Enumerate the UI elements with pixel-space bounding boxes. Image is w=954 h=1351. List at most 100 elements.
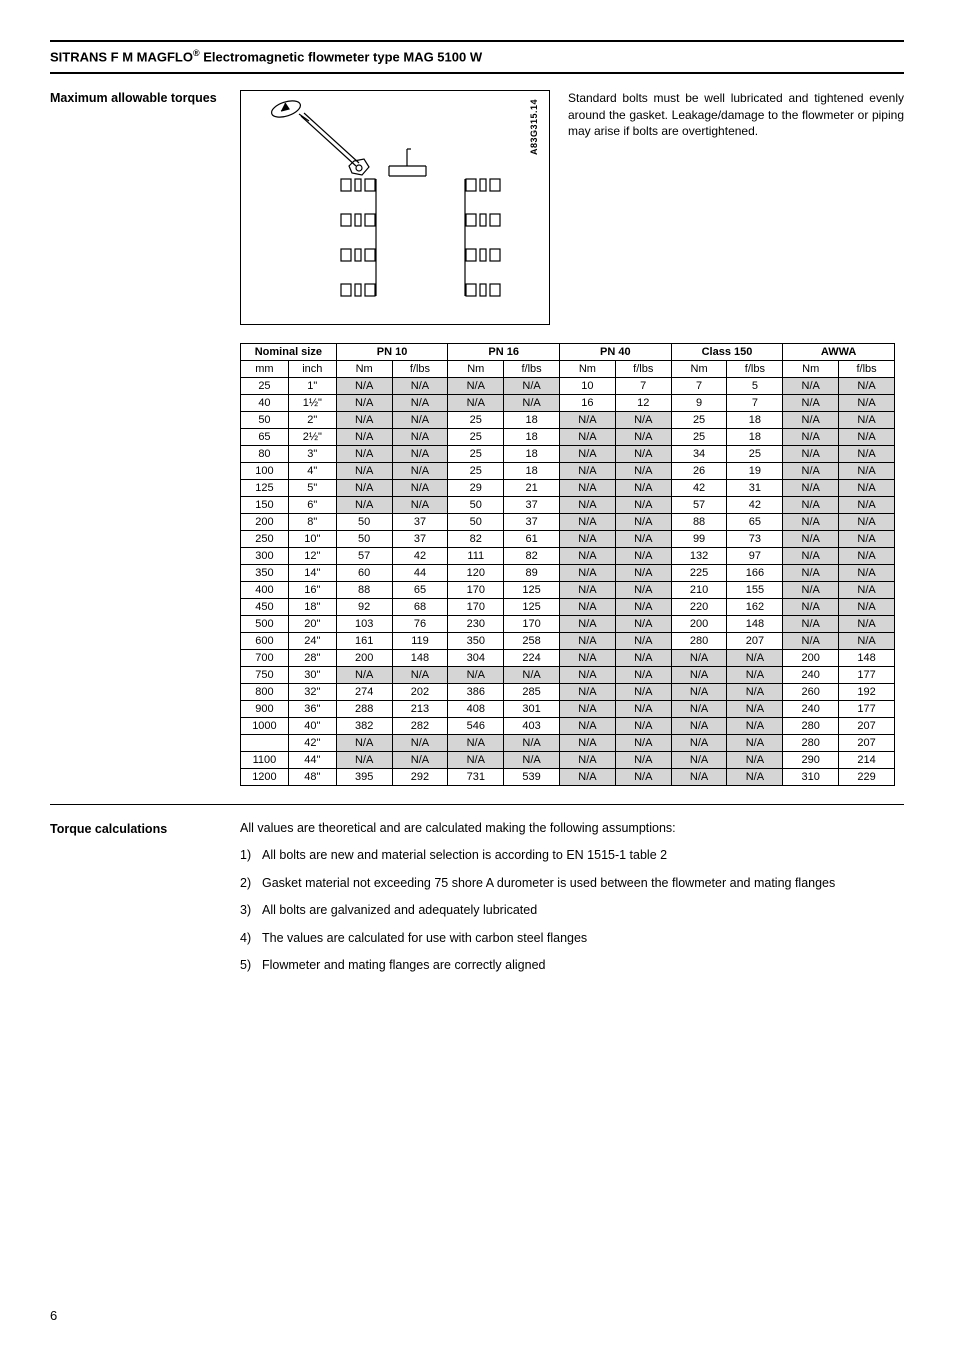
- table-cell: N/A: [727, 769, 783, 786]
- table-cell: 200: [336, 650, 392, 667]
- table-cell: N/A: [671, 769, 727, 786]
- table-cell: 300: [241, 548, 289, 565]
- table-cell: N/A: [448, 667, 504, 684]
- table-cell: N/A: [392, 463, 448, 480]
- table-cell: 800: [241, 684, 289, 701]
- table-cell: 20": [288, 616, 336, 633]
- table-cell: 111: [448, 548, 504, 565]
- table-cell: 386: [448, 684, 504, 701]
- table-row: 251"N/AN/AN/AN/A10775N/AN/A: [241, 378, 895, 395]
- table-cell: 200: [671, 616, 727, 633]
- table-row: 1004"N/AN/A2518N/AN/A2619N/AN/A: [241, 463, 895, 480]
- table-cell: N/A: [615, 684, 671, 701]
- table-cell: 177: [839, 667, 895, 684]
- table-cell: 132: [671, 548, 727, 565]
- table-cell: 18: [504, 463, 560, 480]
- assumption-text: Flowmeter and mating flanges are correct…: [262, 957, 904, 975]
- table-cell: 2": [288, 412, 336, 429]
- table-cell: 200: [783, 650, 839, 667]
- table-body: 251"N/AN/AN/AN/A10775N/AN/A401½"N/AN/AN/…: [241, 378, 895, 786]
- table-cell: 285: [504, 684, 560, 701]
- table-cell: N/A: [615, 497, 671, 514]
- table-cell: 7: [671, 378, 727, 395]
- table-cell: N/A: [560, 633, 616, 650]
- table-subheader-cell: mm: [241, 361, 289, 378]
- table-cell: [241, 735, 289, 752]
- table-row: 1255"N/AN/A2921N/AN/A4231N/AN/A: [241, 480, 895, 497]
- table-cell: N/A: [560, 548, 616, 565]
- table-row: 100040"382282546403N/AN/AN/AN/A280207: [241, 718, 895, 735]
- table-cell: N/A: [336, 378, 392, 395]
- diagram-code-label: A83G315.14: [529, 99, 539, 155]
- table-cell: 214: [839, 752, 895, 769]
- table-cell: N/A: [615, 446, 671, 463]
- table-cell: 192: [839, 684, 895, 701]
- table-cell: 120: [448, 565, 504, 582]
- table-cell: N/A: [839, 582, 895, 599]
- table-row: 40016"8865170125N/AN/A210155N/AN/A: [241, 582, 895, 599]
- table-cell: 25: [671, 429, 727, 446]
- table-cell: 292: [392, 769, 448, 786]
- table-cell: 170: [504, 616, 560, 633]
- table-row: 401½"N/AN/AN/AN/A161297N/AN/A: [241, 395, 895, 412]
- table-cell: N/A: [615, 429, 671, 446]
- table-cell: N/A: [671, 718, 727, 735]
- table-cell: N/A: [560, 531, 616, 548]
- table-cell: 282: [392, 718, 448, 735]
- table-cell: 57: [671, 497, 727, 514]
- table-cell: N/A: [783, 531, 839, 548]
- table-cell: N/A: [392, 497, 448, 514]
- table-cell: 88: [671, 514, 727, 531]
- table-cell: 14": [288, 565, 336, 582]
- table-cell: 125: [241, 480, 289, 497]
- table-cell: 28": [288, 650, 336, 667]
- table-cell: N/A: [671, 684, 727, 701]
- table-cell: 40": [288, 718, 336, 735]
- table-cell: 500: [241, 616, 289, 633]
- table-cell: N/A: [783, 514, 839, 531]
- assumption-number: 3): [240, 902, 262, 920]
- table-cell: 403: [504, 718, 560, 735]
- table-cell: 1200: [241, 769, 289, 786]
- table-row: 45018"9268170125N/AN/A220162N/AN/A: [241, 599, 895, 616]
- table-cell: N/A: [615, 769, 671, 786]
- table-cell: 50: [241, 412, 289, 429]
- table-cell: N/A: [783, 480, 839, 497]
- table-cell: 700: [241, 650, 289, 667]
- table-cell: 42: [392, 548, 448, 565]
- table-cell: 288: [336, 701, 392, 718]
- table-cell: N/A: [392, 480, 448, 497]
- table-cell: N/A: [504, 752, 560, 769]
- table-cell: N/A: [839, 446, 895, 463]
- table-cell: 280: [783, 735, 839, 752]
- table-cell: N/A: [392, 412, 448, 429]
- table-cell: N/A: [615, 599, 671, 616]
- table-cell: 25: [448, 429, 504, 446]
- table-cell: N/A: [615, 616, 671, 633]
- table-cell: N/A: [839, 378, 895, 395]
- table-cell: N/A: [783, 616, 839, 633]
- table-cell: N/A: [392, 446, 448, 463]
- table-cell: 450: [241, 599, 289, 616]
- table-cell: 229: [839, 769, 895, 786]
- table-cell: N/A: [839, 616, 895, 633]
- assumption-number: 4): [240, 930, 262, 948]
- title-suffix: Electromagnetic flowmeter type MAG 5100 …: [200, 49, 482, 64]
- table-cell: 82: [448, 531, 504, 548]
- title-prefix: SITRANS F M MAGFLO: [50, 49, 193, 64]
- table-cell: 12": [288, 548, 336, 565]
- table-cell: 29: [448, 480, 504, 497]
- table-cell: N/A: [392, 667, 448, 684]
- table-cell: N/A: [560, 701, 616, 718]
- table-cell: 44": [288, 752, 336, 769]
- table-subheader-cell: f/lbs: [615, 361, 671, 378]
- table-cell: 125: [504, 599, 560, 616]
- table-cell: N/A: [783, 463, 839, 480]
- table-cell: N/A: [448, 378, 504, 395]
- table-cell: 65: [392, 582, 448, 599]
- assumption-item: 3)All bolts are galvanized and adequatel…: [240, 902, 904, 920]
- table-cell: 103: [336, 616, 392, 633]
- table-subheader-cell: f/lbs: [727, 361, 783, 378]
- table-cell: 32": [288, 684, 336, 701]
- table-cell: N/A: [560, 752, 616, 769]
